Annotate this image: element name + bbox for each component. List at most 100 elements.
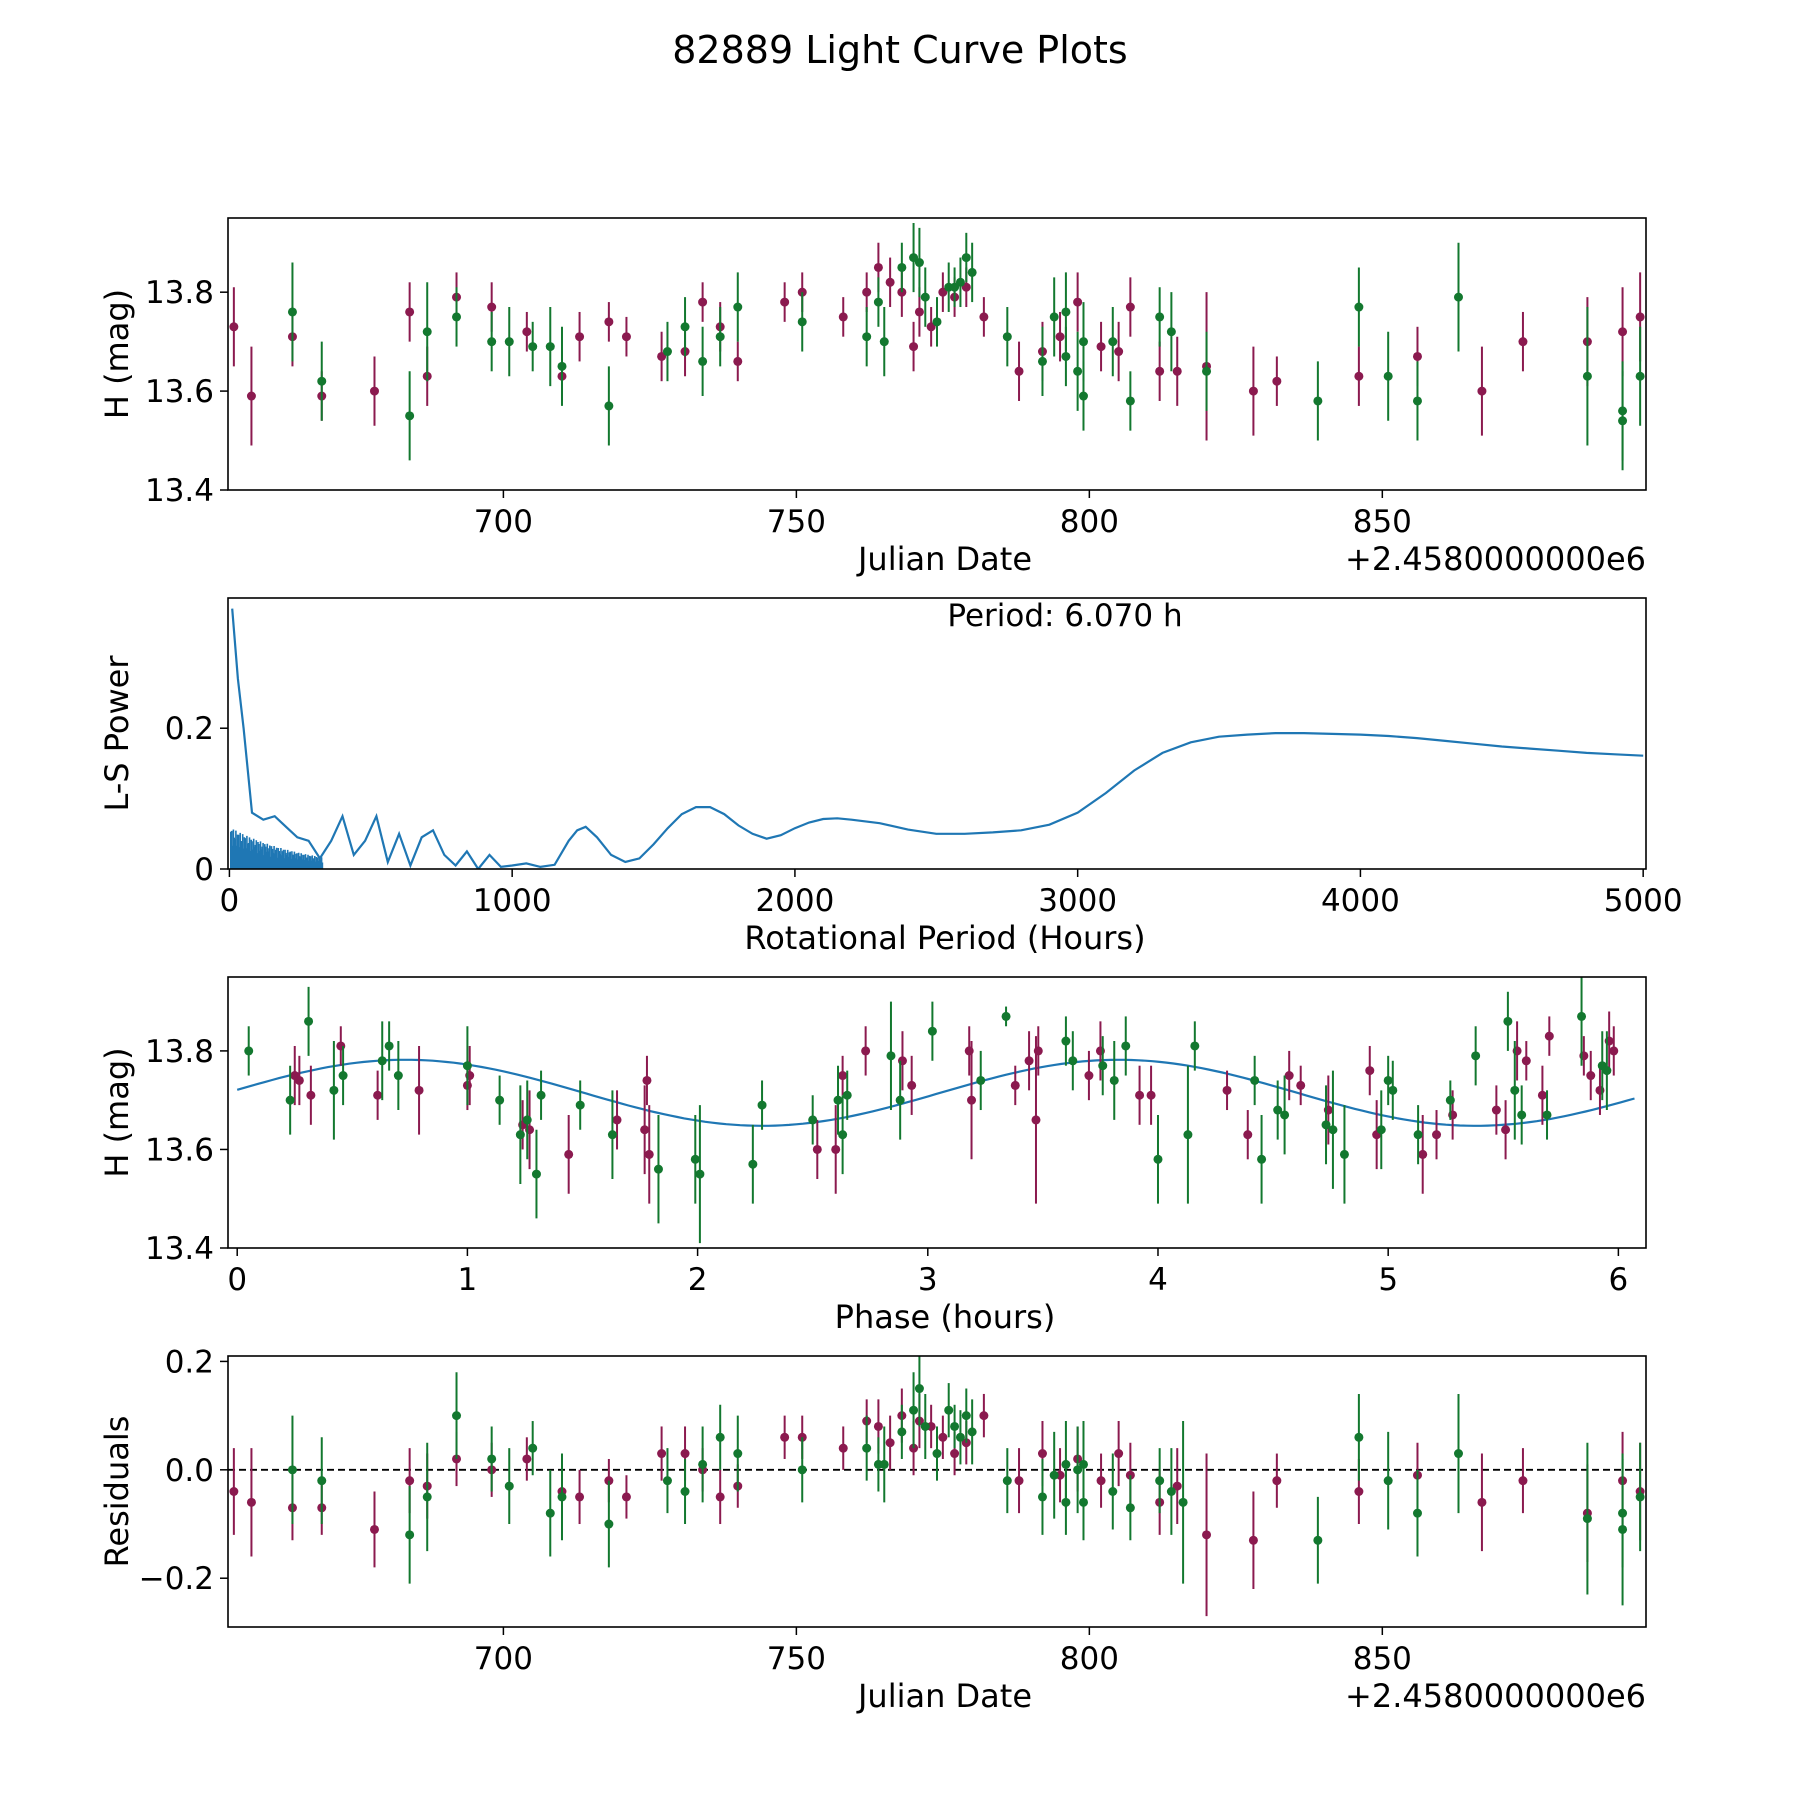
data-point	[1061, 1459, 1071, 1469]
data-point	[495, 1095, 505, 1105]
x-axis-label: Rotational Period (Hours)	[744, 919, 1145, 957]
data-point	[1328, 1125, 1338, 1135]
data-point	[1635, 1492, 1645, 1502]
data-point	[907, 1080, 917, 1090]
data-point	[1155, 312, 1165, 322]
data-point	[1068, 1056, 1078, 1066]
data-point	[575, 1492, 585, 1502]
y-axis-label: H (mag)	[98, 289, 136, 419]
data-point	[1190, 1041, 1200, 1051]
data-point	[950, 1449, 960, 1459]
data-point	[1248, 1535, 1258, 1545]
data-point	[662, 1476, 672, 1486]
data-point	[909, 253, 919, 263]
data-point	[287, 1465, 297, 1475]
data-point	[557, 361, 567, 371]
data-point	[244, 1046, 254, 1056]
data-point	[733, 1449, 743, 1459]
data-point	[657, 1449, 667, 1459]
data-point	[1183, 1130, 1193, 1140]
data-point	[536, 1090, 546, 1100]
data-point	[914, 307, 924, 317]
data-point	[979, 1411, 989, 1421]
data-point	[1501, 1125, 1511, 1135]
data-point	[1313, 396, 1323, 406]
data-point	[317, 1476, 327, 1486]
data-point	[369, 1524, 379, 1534]
data-point	[1061, 307, 1071, 317]
data-point	[1108, 337, 1118, 347]
data-point	[452, 1411, 462, 1421]
data-point	[422, 1492, 432, 1502]
x-tick-label: 2000	[755, 883, 834, 919]
data-point	[229, 1487, 239, 1496]
x-tick-label: 850	[1353, 1641, 1412, 1677]
data-point	[1383, 1476, 1393, 1486]
data-point	[531, 1169, 541, 1179]
periodogram-spikes	[230, 829, 324, 869]
data-point	[1037, 1492, 1047, 1502]
data-point	[895, 1095, 905, 1105]
x-tick-label: 850	[1353, 504, 1412, 540]
data-point	[838, 1443, 848, 1453]
y-tick-label: 0.2	[165, 1344, 214, 1380]
axes-frame	[227, 976, 1647, 1249]
data-point	[405, 307, 415, 317]
y-axis-label: L-S Power	[98, 655, 136, 812]
y-axis-label: Residuals	[98, 1416, 136, 1568]
data-point	[698, 297, 708, 307]
data-point	[955, 277, 965, 287]
data-point	[1098, 1061, 1108, 1071]
x-axis-label: Phase (hours)	[835, 1298, 1056, 1336]
data-point	[885, 1438, 895, 1448]
data-point	[885, 277, 895, 287]
data-point	[1445, 1095, 1455, 1105]
data-point	[393, 1071, 403, 1081]
data-point	[862, 332, 872, 342]
data-point	[604, 317, 614, 327]
data-point	[1135, 1090, 1145, 1100]
data-point	[967, 1095, 977, 1105]
data-point	[1202, 366, 1212, 376]
data-point	[944, 1405, 954, 1415]
data-point	[1432, 1130, 1442, 1140]
axes-frame	[227, 597, 1647, 870]
data-point	[1503, 1016, 1513, 1026]
x-axis-label: Julian Date	[856, 540, 1032, 578]
data-point	[950, 1421, 960, 1431]
data-point	[733, 302, 743, 312]
data-point	[1412, 351, 1422, 361]
data-point	[607, 1130, 617, 1140]
data-point	[797, 1465, 807, 1475]
data-point	[487, 337, 497, 347]
data-point	[1273, 1105, 1283, 1115]
data-point	[564, 1149, 574, 1159]
data-point	[1108, 1487, 1118, 1496]
data-point	[967, 267, 977, 277]
data-point	[653, 1164, 663, 1174]
data-point	[1321, 1120, 1331, 1130]
y-tick-label: 0	[194, 852, 214, 888]
data-point	[932, 317, 942, 327]
data-point	[1010, 1080, 1020, 1090]
data-point	[1471, 1051, 1481, 1061]
series-filter-red	[229, 1388, 1645, 1617]
data-point	[1125, 396, 1135, 406]
data-point	[873, 1421, 883, 1431]
data-point	[879, 337, 889, 347]
data-point	[1412, 1508, 1422, 1518]
data-point	[920, 1421, 930, 1431]
data-point	[575, 332, 585, 342]
data-point	[487, 1454, 497, 1464]
data-point	[1109, 1075, 1119, 1085]
data-point	[920, 292, 930, 302]
data-point	[329, 1085, 339, 1095]
panel-residuals: 700 750 800 850 −0.2 0.0 0.2 Julian Date Residua…	[98, 1344, 1647, 1715]
data-point	[1024, 1056, 1034, 1066]
data-point	[504, 1481, 514, 1491]
x-tick-label: 0	[227, 1262, 247, 1298]
data-point	[873, 297, 883, 307]
series-filter-green	[287, 1356, 1645, 1606]
data-point	[1078, 1459, 1088, 1469]
x-tick-label: 6	[1609, 1262, 1629, 1298]
